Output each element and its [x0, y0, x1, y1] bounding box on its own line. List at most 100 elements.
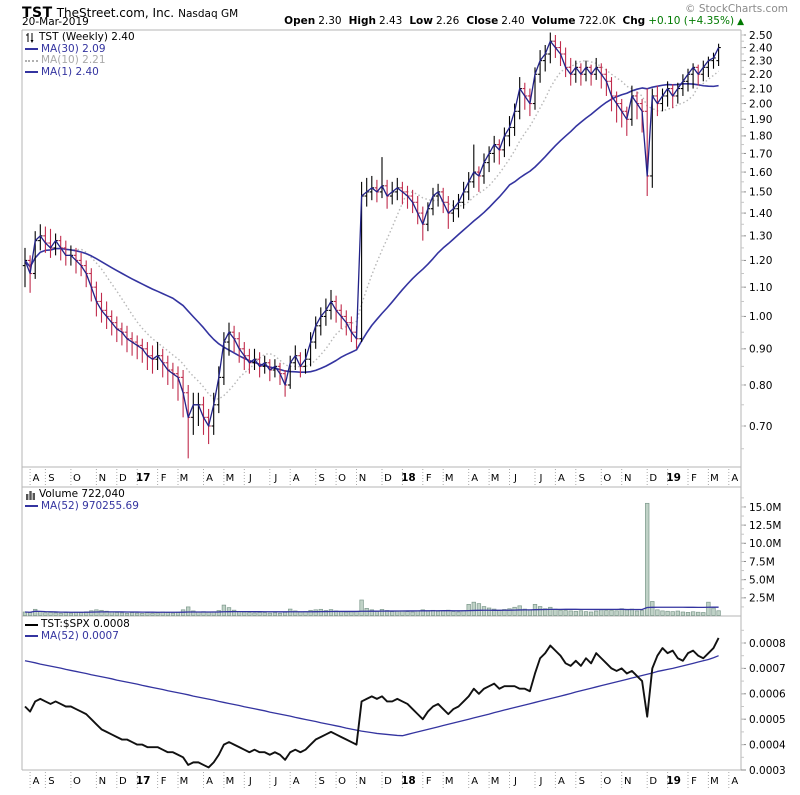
- volume-bar: [420, 609, 425, 616]
- month-label: D: [649, 776, 657, 787]
- volume-bar: [38, 611, 43, 616]
- price-axis-label: 1.90: [749, 114, 772, 126]
- volume-bar: [252, 612, 257, 616]
- low-value: 2.26: [435, 15, 460, 27]
- month-label: J: [513, 776, 517, 787]
- quote-summary: Open 2.30 High 2.43 Low 2.26 Close 2.40 Volume 72…: [284, 15, 744, 27]
- price-axis-label: 1.10: [749, 282, 772, 294]
- month-label: A: [293, 776, 300, 787]
- month-label: O: [603, 473, 611, 484]
- month-label: N: [624, 776, 631, 787]
- close-value: 2.40: [501, 15, 525, 27]
- ratio-axis-label: 0.0007: [749, 663, 786, 675]
- volume-bar: [466, 604, 471, 616]
- price-axis-label: 1.40: [749, 208, 772, 220]
- month-label: D: [384, 473, 392, 484]
- month-label: F: [161, 776, 167, 787]
- volume-bar: [680, 611, 686, 616]
- month-label: S: [579, 473, 585, 484]
- price-axis-label: 1.30: [749, 231, 772, 243]
- high-value: 2.43: [378, 15, 403, 27]
- volume-bar: [405, 611, 410, 616]
- volume-bar: [650, 601, 655, 616]
- volume-bars-icon: [25, 489, 36, 501]
- volume-bar: [471, 601, 476, 616]
- volume-bar: [456, 611, 461, 616]
- month-label: A: [206, 776, 213, 787]
- month-label: A: [471, 473, 478, 484]
- month-label: J: [273, 473, 277, 484]
- month-label: A: [731, 776, 738, 787]
- volume-legend: Volume 722,040 MA(52) 970255.69: [25, 488, 139, 512]
- volume-bar: [364, 608, 369, 616]
- volume-bar: [323, 610, 329, 616]
- month-label: F: [161, 473, 167, 484]
- price-axis-label: 2.00: [749, 98, 772, 110]
- month-label: M: [226, 473, 235, 484]
- price-axis-label: 2.50: [749, 30, 772, 42]
- month-label: J: [248, 776, 252, 787]
- volume-bar: [410, 611, 415, 616]
- month-label: J: [273, 776, 277, 787]
- volume-bar: [379, 609, 385, 616]
- volume-bar: [594, 610, 599, 616]
- volume-bar: [517, 605, 522, 616]
- volume-bar: [206, 611, 211, 616]
- month-label: M: [180, 473, 189, 484]
- volume-bar: [578, 610, 584, 616]
- month-label: M: [710, 776, 719, 787]
- ratio-ma52-swatch: [25, 635, 38, 638]
- month-label: S: [48, 473, 54, 484]
- month-label: F: [691, 776, 697, 787]
- month-label: J: [513, 473, 517, 484]
- volume-value: 722.0K: [578, 15, 616, 27]
- price-axis-label: 0.70: [749, 421, 772, 433]
- ratio-ma52-row: MA(52) 0.0007: [25, 629, 130, 643]
- price-bars-icon: [25, 32, 36, 44]
- month-label: M: [491, 473, 500, 484]
- ratio-ma52-label: MA(52) 0.0007: [41, 629, 119, 642]
- volume-bar: [272, 612, 278, 616]
- volume-bar: [48, 612, 53, 616]
- month-label: O: [338, 776, 346, 787]
- month-label: M: [710, 473, 719, 484]
- price-axis-label: 1.70: [749, 148, 772, 160]
- price-axis-label: 1.80: [749, 131, 772, 143]
- month-label: A: [471, 776, 478, 787]
- volume-bar: [685, 612, 691, 616]
- price-axis-label: 1.50: [749, 187, 772, 199]
- ma1-legend-label: MA(1) 2.40: [41, 65, 99, 78]
- month-label: M: [180, 776, 189, 787]
- company-name: TheStreet.com, Inc.: [56, 6, 175, 20]
- volume-bar: [558, 609, 563, 616]
- month-label: D: [384, 776, 392, 787]
- month-label: 17: [136, 472, 151, 484]
- month-label: M: [491, 776, 500, 787]
- volume-bar: [43, 612, 48, 616]
- month-label: 19: [666, 775, 681, 787]
- ma1-line: [24, 40, 720, 427]
- month-label: A: [558, 473, 565, 484]
- volume-axis-label: 10.0M: [749, 538, 781, 550]
- volume-bar: [522, 608, 527, 616]
- ratio-legend: TST:$SPX 0.0008 MA(52) 0.0007: [25, 618, 130, 643]
- volume-bar: [145, 612, 150, 616]
- month-label: F: [426, 473, 432, 484]
- volume-bar: [318, 608, 323, 616]
- volume-bar: [573, 610, 578, 616]
- price-axis-label: 2.20: [749, 69, 772, 81]
- volume-bar: [293, 610, 298, 616]
- volume-bar: [435, 610, 441, 616]
- volume-bar: [344, 611, 349, 616]
- volume-bar: [247, 612, 252, 616]
- volume-bar: [58, 612, 63, 616]
- month-label: D: [119, 776, 127, 787]
- volume-bar: [221, 604, 227, 616]
- volume-bar: [527, 609, 533, 616]
- month-label: F: [691, 473, 697, 484]
- ratio-line: [24, 637, 720, 769]
- chart-date: 20-Mar-2019: [22, 16, 89, 28]
- volume-bar: [675, 610, 680, 616]
- volume-bar: [512, 606, 517, 616]
- volume-bar: [150, 612, 155, 616]
